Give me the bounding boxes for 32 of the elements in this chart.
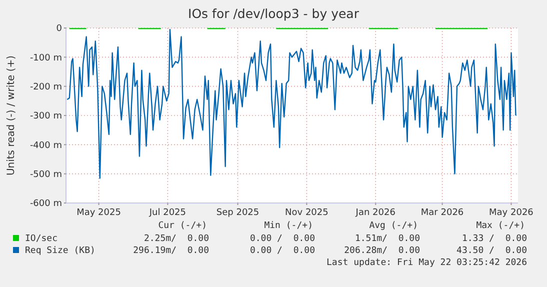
text: Min (-/+): [264, 221, 313, 231]
y-axis-title: Units read (-) / write (+): [6, 55, 17, 176]
text: Last update: Fri May 22 03:25:42 2026: [326, 258, 527, 268]
y-tick-label: -400 m: [30, 140, 62, 151]
line-series: [66, 28, 516, 179]
x-tick-label: Mar 2026: [420, 208, 464, 218]
x-tick-label: May 2026: [489, 208, 534, 218]
text: 2.25m/ 0.00: [144, 234, 209, 244]
y-tick-label: -100 m: [30, 53, 62, 64]
legend-label: Req Size (KB): [25, 246, 96, 256]
x-tick-label: Nov 2025: [285, 208, 328, 218]
text: 296.19m/ 0.00: [133, 246, 209, 256]
text: 1.51m/ 0.00: [354, 234, 420, 244]
text: 1.33 / 0.00: [462, 234, 527, 244]
y-tick-label: -600 m: [30, 199, 62, 210]
text: Cur (-/+): [158, 221, 207, 231]
chart-title: IOs for /dev/loop3 - by year: [188, 6, 360, 21]
text: 0.00 / 0.00: [250, 234, 315, 244]
x-tick-label: May 2025: [76, 208, 121, 218]
y-tick-label: -300 m: [30, 112, 62, 122]
legend-label: IO/sec: [25, 234, 58, 244]
text: 0.00 / 0.00: [250, 246, 315, 256]
x-tick-label: Jul 2025: [148, 208, 186, 218]
text: Max (-/+): [476, 221, 525, 231]
y-tick-label: 0: [56, 24, 62, 34]
y-tick-label: -200 m: [30, 82, 62, 92]
x-tick-label: Sep 2025: [216, 208, 260, 218]
x-tick-label: Jan 2026: [354, 208, 396, 218]
text: 43.50 / 0.00: [456, 246, 527, 256]
text: 206.28m/ 0.00: [344, 246, 420, 256]
y-tick-label: -500 m: [30, 170, 62, 180]
text: Avg (-/+): [369, 221, 418, 231]
